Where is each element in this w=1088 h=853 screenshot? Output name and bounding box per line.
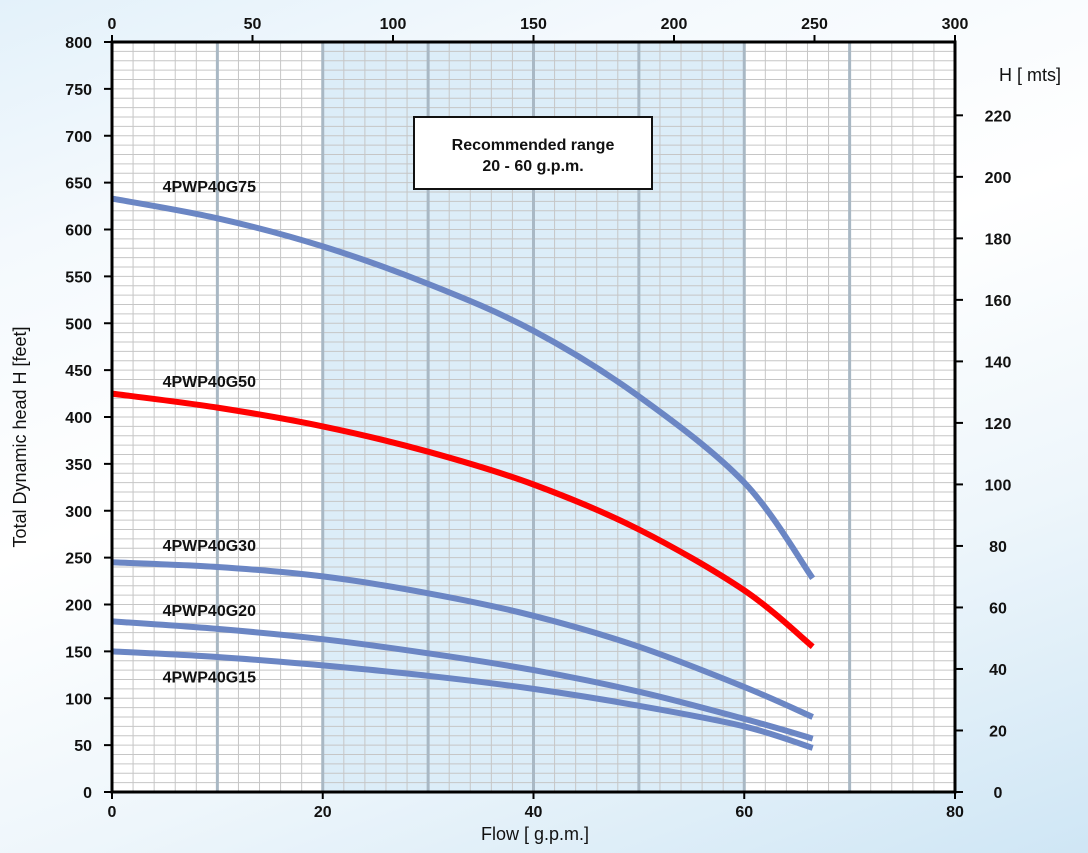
- series-line-4pwp40g20: [111, 618, 814, 742]
- y2-tick-label: 160: [985, 293, 1012, 310]
- curve-label-4pwp40g15: 4PWP40G15: [163, 669, 256, 686]
- x-tick-label: 20: [314, 804, 332, 821]
- y2-axis-title: H [ mts]: [999, 65, 1061, 85]
- y-tick-label: 50: [74, 738, 92, 755]
- y-tick-label: 0: [83, 785, 92, 802]
- recommended-range-values: 20 - 60 g.p.m.: [482, 158, 583, 175]
- y2-tick-label: 40: [989, 662, 1007, 679]
- y2-tick-label: 120: [985, 416, 1012, 433]
- x2-tick-label: 100: [380, 16, 407, 33]
- x2-tick-label: 250: [801, 16, 828, 33]
- y-tick-label: 700: [65, 129, 92, 146]
- series-line-4pwp40g75: [111, 195, 816, 581]
- x-tick-label: 60: [735, 804, 753, 821]
- x2-tick-label: 200: [661, 16, 688, 33]
- y2-tick-label: 20: [989, 723, 1007, 740]
- y2-tick-label: 100: [985, 477, 1012, 494]
- x2-tick-label: 150: [520, 16, 547, 33]
- y-tick-label: 600: [65, 223, 92, 240]
- y-axis-title: Total Dynamic head H [feet]: [10, 326, 30, 547]
- y2-tick-label: 200: [985, 170, 1012, 187]
- curve-label-4pwp40g50: 4PWP40G50: [163, 374, 256, 391]
- y-tick-label: 250: [65, 551, 92, 568]
- x-axis-title: Flow [ g.p.m.]: [481, 824, 589, 844]
- curve-labels: 4PWP40G75 4PWP40G50 4PWP40G30 4PWP40G20 4PWP…: [163, 179, 256, 686]
- curves: [111, 195, 816, 751]
- y2-tick-label: 60: [989, 600, 1007, 617]
- x-tick-label: 40: [525, 804, 543, 821]
- y-tick-label: 300: [65, 504, 92, 521]
- y2-tick-label: 0: [994, 785, 1003, 802]
- y-tick-label: 650: [65, 176, 92, 193]
- series-line-4pwp40g50: [111, 390, 815, 650]
- y-tick-label: 750: [65, 82, 92, 99]
- y-tick-label: 100: [65, 691, 92, 708]
- major-grid: [215, 42, 852, 792]
- x-tick-label: 0: [108, 804, 117, 821]
- axes: 0 20 40 60 800501001502002503003504004505005…: [65, 16, 1011, 821]
- x-tick-label: 80: [946, 804, 964, 821]
- y-tick-label: 800: [65, 35, 92, 52]
- x2-tick-label: 300: [942, 16, 969, 33]
- y-tick-label: 150: [65, 644, 92, 661]
- y-tick-label: 400: [65, 410, 92, 427]
- y-tick-label: 450: [65, 363, 92, 380]
- y2-tick-label: 180: [985, 231, 1012, 248]
- y2-tick-label: 80: [989, 539, 1007, 556]
- y-tick-label: 200: [65, 598, 92, 615]
- y2-tick-label: 220: [985, 108, 1012, 125]
- curve-label-4pwp40g20: 4PWP40G20: [163, 603, 256, 620]
- x2-tick-label: 50: [244, 16, 262, 33]
- x2-tick-label: 0: [108, 16, 117, 33]
- y-tick-label: 350: [65, 457, 92, 474]
- recommended-range-title: Recommended range: [452, 137, 615, 154]
- recommended-range-box: Recommended range 20 - 60 g.p.m.: [413, 116, 653, 190]
- y-tick-label: 500: [65, 316, 92, 333]
- y2-tick-label: 140: [985, 354, 1012, 371]
- curve-label-4pwp40g30: 4PWP40G30: [163, 538, 256, 555]
- series-line-4pwp40g30: [111, 559, 814, 720]
- recommended-range-box-frame: [413, 116, 653, 190]
- curve-label-4pwp40g75: 4PWP40G75: [163, 179, 256, 196]
- y-tick-label: 550: [65, 269, 92, 286]
- series-line-4pwp40g15: [111, 648, 814, 751]
